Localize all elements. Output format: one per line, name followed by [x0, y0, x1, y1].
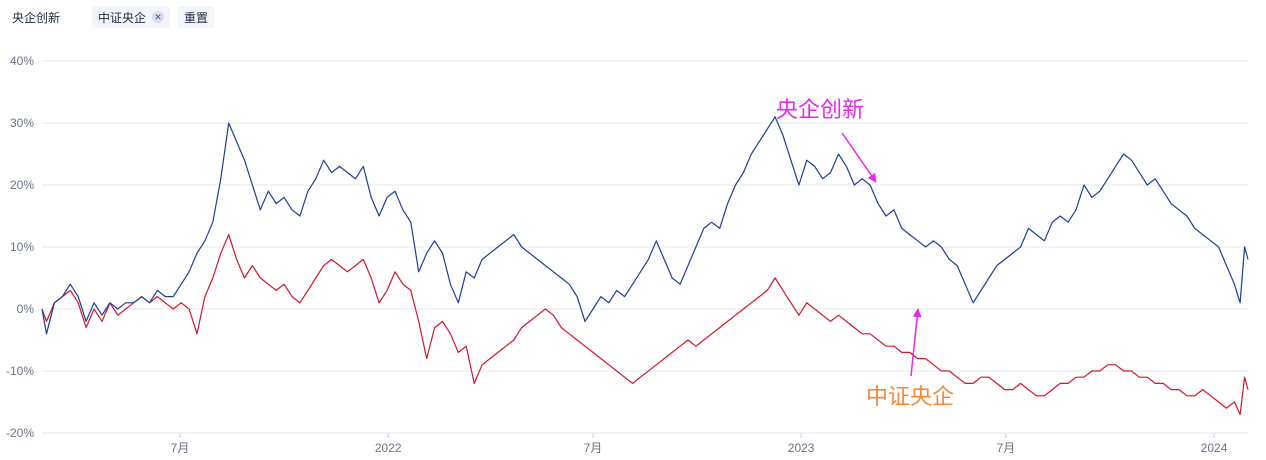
y-tick-label: 10%	[10, 240, 34, 254]
x-tick-label: 7月	[171, 441, 190, 455]
x-axis: 7月 2022 7月 2023 7月 2024	[171, 433, 1228, 455]
y-tick-label: 40%	[10, 54, 34, 68]
y-tick-label: 0%	[17, 302, 35, 316]
annotation-label-a: 央企创新	[776, 97, 864, 122]
series-toolbar: 央企创新 中证央企 ✕ 重置	[6, 6, 215, 28]
series-line-b	[41, 234, 1249, 415]
close-icon[interactable]: ✕	[152, 11, 165, 23]
grid-layer	[42, 60, 1248, 434]
reset-button[interactable]: 重置	[178, 6, 215, 28]
x-tick-label: 2022	[375, 441, 402, 455]
series-line-a	[41, 116, 1249, 335]
reset-button-label: 重置	[184, 10, 209, 25]
y-tick-label: -20%	[6, 426, 34, 440]
series-chip-b[interactable]: 中证央企 ✕	[92, 6, 171, 28]
x-tick-label: 2023	[788, 441, 815, 455]
y-tick-label: 20%	[10, 178, 34, 192]
annotation-arrow-a	[841, 132, 877, 183]
y-axis: -20% -10% 0% 10% 20% 30% 40%	[6, 54, 34, 440]
annotation-label-b: 中证央企	[866, 384, 954, 409]
series-chip-a[interactable]: 央企创新	[6, 6, 85, 28]
series-layer	[41, 116, 1249, 415]
y-tick-label: 30%	[10, 116, 34, 130]
y-tick-label: -10%	[6, 364, 34, 378]
x-tick-label: 2024	[1201, 441, 1228, 455]
series-chip-b-label: 中证央企	[98, 10, 147, 25]
x-tick-label: 7月	[997, 441, 1016, 455]
annotation-arrow-b	[910, 308, 922, 377]
x-tick-label: 7月	[584, 441, 603, 455]
series-chip-a-label: 央企创新	[12, 10, 61, 25]
